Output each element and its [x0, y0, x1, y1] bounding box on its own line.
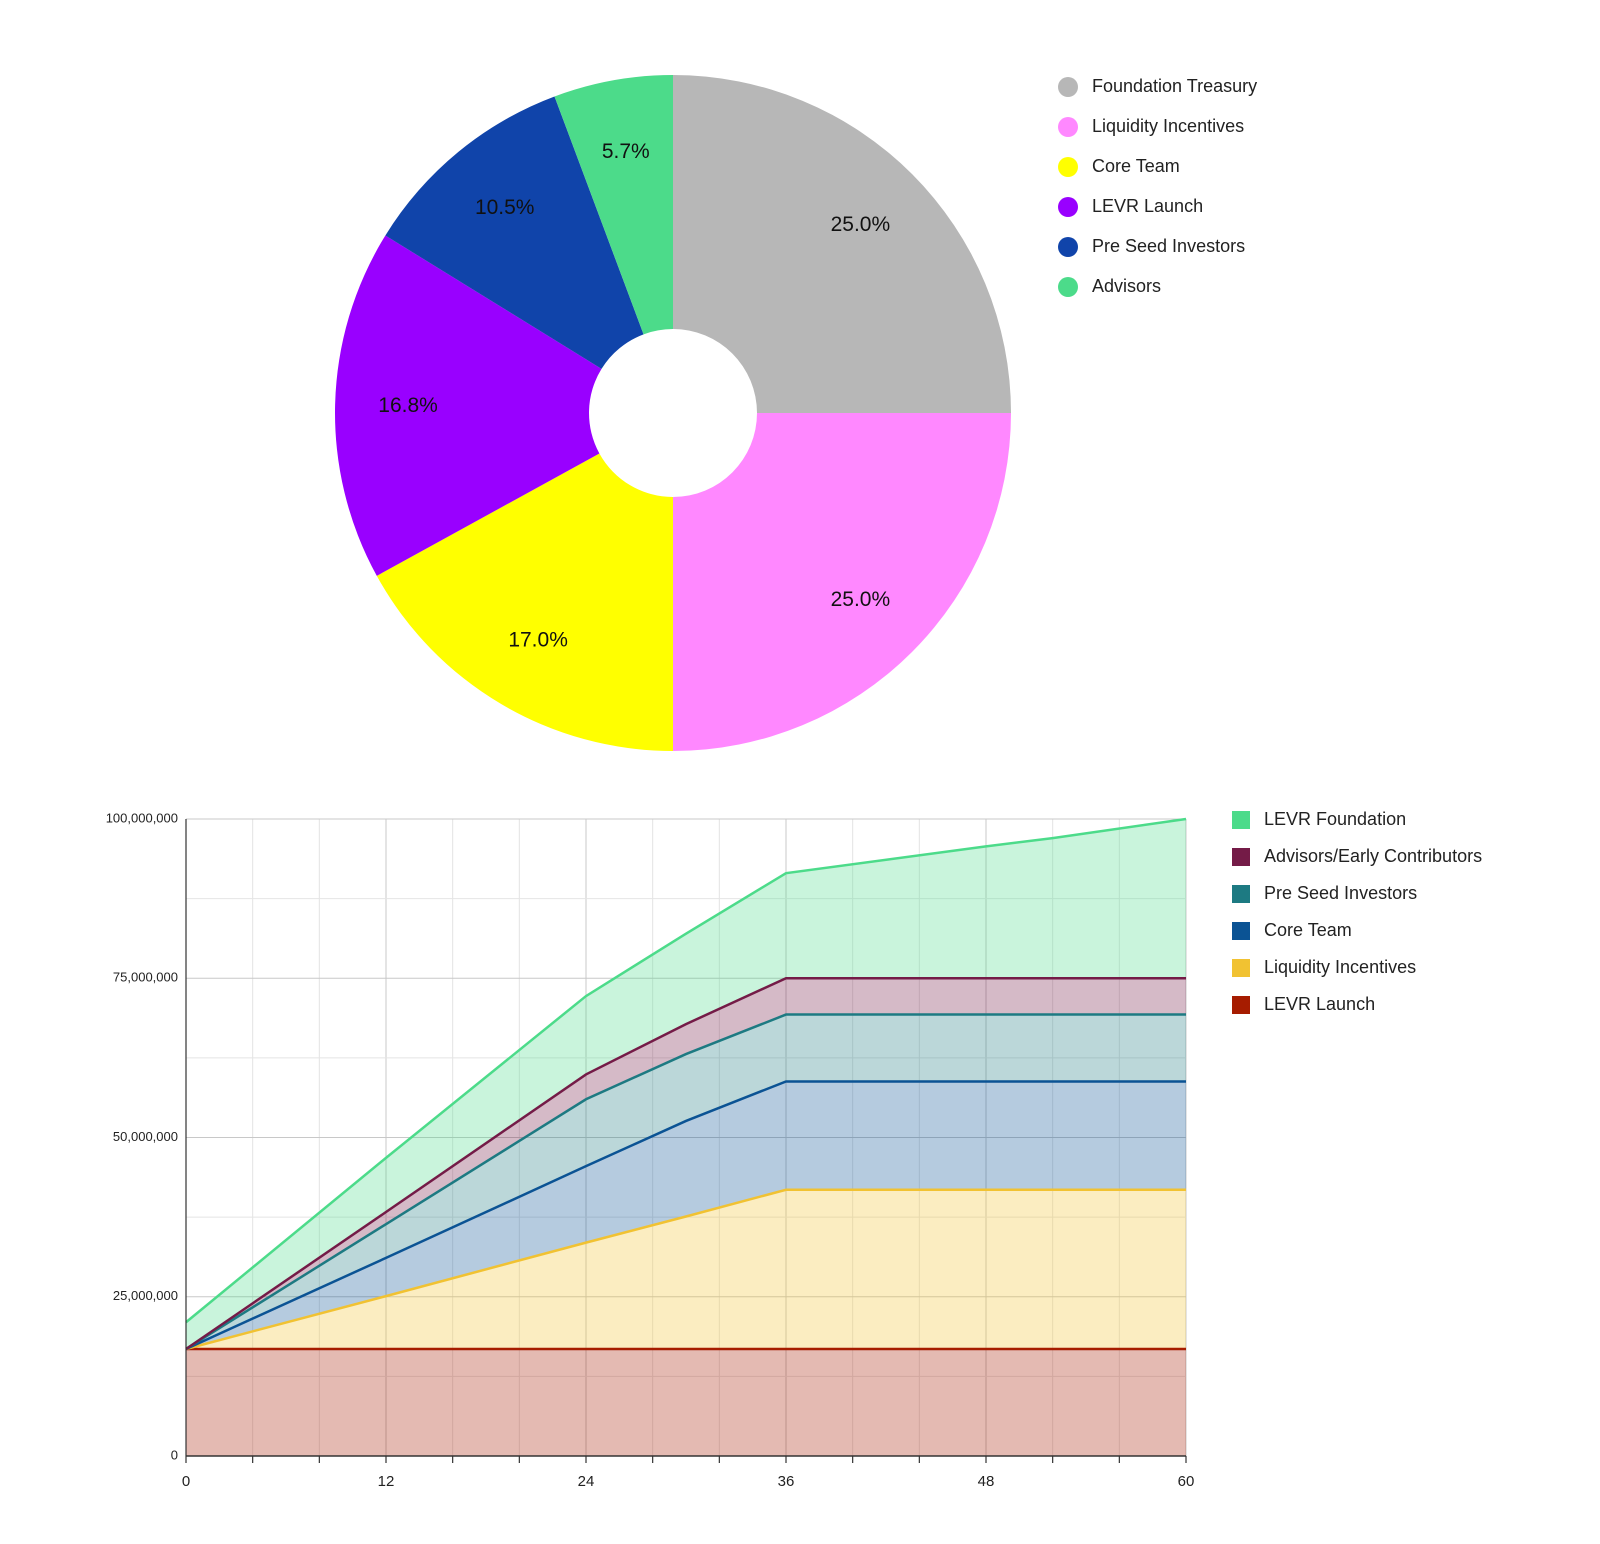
area-line-liquidity-incentives: [185, 1188, 1186, 1351]
y-tick-label: 25,000,000: [113, 1288, 178, 1303]
pie-slice-label-pre-seed-investors: 10.5%: [475, 196, 535, 219]
area-legend-marker-liquidity-incentives: [1232, 959, 1250, 977]
area-legend-marker-advisors-early-contributors: [1232, 848, 1250, 866]
area-legend-label-liquidity-incentives: Liquidity Incentives: [1264, 957, 1416, 977]
pie-legend-marker-liquidity-incentives: [1058, 117, 1078, 137]
y-tick-label: 50,000,000: [113, 1129, 178, 1144]
y-tick-label: 0: [171, 1447, 178, 1462]
pie-legend-label-foundation-treasury: Foundation Treasury: [1092, 76, 1257, 96]
area-line-levr-foundation: [185, 817, 1187, 1324]
area-legend-marker-core-team: [1232, 922, 1250, 940]
donut-chart: 25.0% 25.0% 17.0% 16.8% 10.5% 5.7%: [334, 75, 1011, 751]
donut-legend: Foundation Treasury Liquidity Incentives C…: [1058, 76, 1257, 297]
area-legend-label-advisors-early-contributors: Advisors/Early Contributors: [1264, 846, 1482, 866]
area-fill-advisors-early-contributors: [186, 978, 1186, 1349]
y-tick-label: 100,000,000: [106, 810, 178, 825]
pie-legend-marker-foundation-treasury: [1058, 77, 1078, 97]
x-tick-label: 12: [378, 1473, 395, 1490]
pie-legend-marker-pre-seed-investors: [1058, 237, 1078, 257]
area-fill-pre-seed-investors: [186, 1014, 1186, 1349]
pie-slice-levr-launch: [334, 235, 602, 576]
pie-slice-foundation-treasury: [673, 75, 1011, 413]
area-fill-liquidity-incentives: [186, 1189, 1186, 1349]
pie-legend-marker-levr-launch: [1058, 197, 1078, 217]
pie-slice-label-foundation-treasury: 25.0%: [831, 213, 891, 236]
area-legend-marker-levr-launch: [1232, 996, 1250, 1014]
pie-slice-label-liquidity-incentives: 25.0%: [831, 588, 891, 611]
area-legend-marker-levr-foundation: [1232, 811, 1250, 829]
area-legend-label-core-team: Core Team: [1264, 920, 1352, 940]
pie-slice-pre-seed-investors: [385, 96, 644, 369]
pie-slice-core-team: [376, 453, 673, 751]
area-legend-label-levr-launch: LEVR Launch: [1264, 994, 1375, 1014]
area-line-advisors-early-contributors: [185, 977, 1186, 1351]
pie-legend-label-advisors: Advisors: [1092, 276, 1161, 296]
x-tick-label: 48: [978, 1473, 995, 1490]
x-tick-label: 0: [182, 1473, 190, 1490]
area-fill-levr-foundation: [186, 819, 1186, 1349]
area-lines: [185, 817, 1187, 1351]
pie-legend-label-liquidity-incentives: Liquidity Incentives: [1092, 116, 1244, 136]
stacked-area-chart: 0 12 24 36 48 60 0 25,000,000 50,000,000 75,000,0…: [106, 810, 1195, 1490]
area-legend: LEVR Foundation Advisors/Early Contributo…: [1232, 809, 1482, 1014]
pie-slice-label-advisors: 5.7%: [602, 140, 650, 163]
pie-legend-label-pre-seed-investors: Pre Seed Investors: [1092, 236, 1245, 256]
pie-legend-label-core-team: Core Team: [1092, 156, 1180, 176]
x-tick-label: 60: [1178, 1473, 1195, 1490]
x-tick-label: 36: [778, 1473, 795, 1490]
pie-legend-label-levr-launch: LEVR Launch: [1092, 196, 1203, 216]
pie-slice-label-core-team: 17.0%: [508, 629, 568, 652]
pie-slice-label-levr-launch: 16.8%: [378, 394, 438, 417]
x-tick-label: 24: [578, 1473, 595, 1490]
pie-slice-liquidity-incentives: [673, 413, 1011, 751]
area-line-pre-seed-investors: [185, 1013, 1186, 1351]
pie-legend-marker-core-team: [1058, 157, 1078, 177]
pie-legend-marker-advisors: [1058, 277, 1078, 297]
area-fill-levr-launch: [186, 1348, 1186, 1456]
area-axes: 0 12 24 36 48 60 0 25,000,000 50,000,000 75,000,0…: [106, 810, 1195, 1490]
pie-slice-advisors: [554, 75, 673, 335]
area-legend-label-levr-foundation: LEVR Foundation: [1264, 809, 1406, 829]
area-legend-marker-pre-seed-investors: [1232, 885, 1250, 903]
y-tick-label: 75,000,000: [113, 970, 178, 985]
area-line-core-team: [185, 1080, 1186, 1351]
area-legend-label-pre-seed-investors: Pre Seed Investors: [1264, 883, 1417, 903]
